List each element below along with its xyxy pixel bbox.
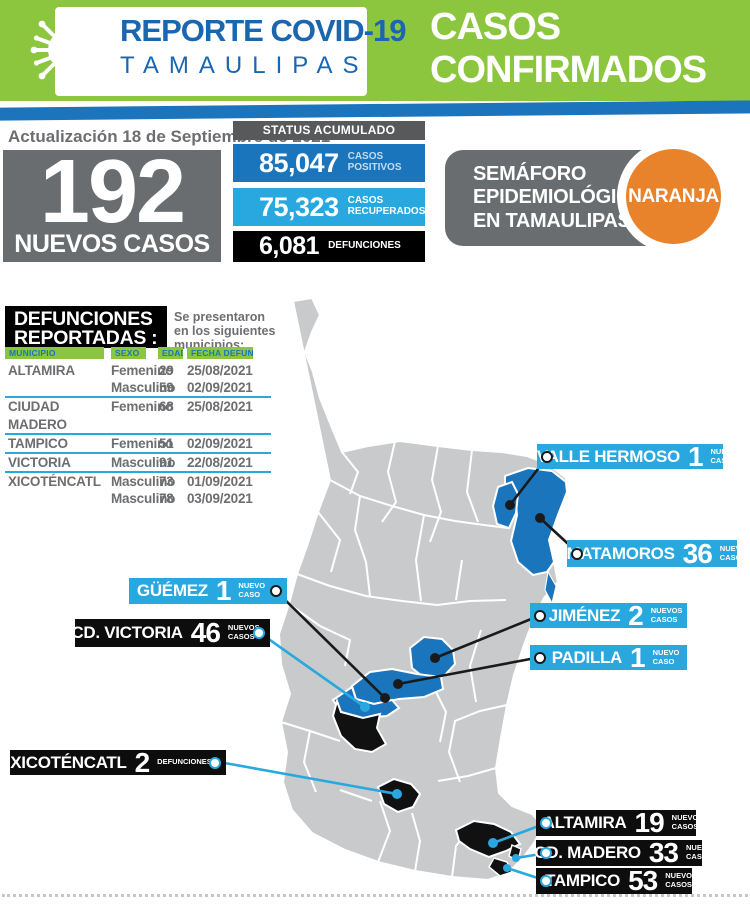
brand-line1: REPORTE COVID-19 — [120, 13, 406, 48]
connector-dot — [534, 609, 546, 622]
column-header-edad: EDAD — [158, 347, 183, 359]
bottom-dotted-divider — [2, 894, 748, 897]
column-header-municipio: MUNICIPIO — [5, 347, 104, 359]
brand-line2: TAMAULIPAS — [120, 52, 369, 79]
recovered-cases-label: CASOS RECUPERADOS — [347, 195, 426, 217]
semaforo-line1: SEMÁFORO — [473, 162, 587, 185]
table-row: Masculino 78 03/09/2021 — [111, 491, 253, 507]
connector-dot — [253, 627, 265, 639]
table-row: VICTORIA Masculino 91 22/08/2021 — [5, 452, 271, 471]
connector-jimenez — [434, 613, 542, 660]
connector-dot — [540, 875, 552, 887]
municipal-borders — [280, 440, 509, 878]
deaths-table-body: ALTAMIRA Femenino 29 25/08/2021 Masculin… — [5, 362, 271, 508]
callout-tampico: TAMPICO 53 NUEVOS CASOS — [536, 867, 697, 895]
brand-title-box — [55, 7, 367, 96]
connector-dot — [540, 847, 552, 859]
column-header-fecha: FECHA DEFUNCIÓN — [187, 347, 253, 359]
new-cases-label: NUEVOS CASOS — [14, 230, 210, 258]
connector-xicotencatl — [218, 760, 398, 796]
deaths-label: DEFUNCIONES — [328, 240, 401, 252]
callout-matamoros: MATAMOROS 36 NUEVOS CASOS — [566, 537, 750, 569]
brand-title: REPORTE COVID-19 TAMAULIPAS — [120, 13, 406, 84]
recovered-cases-value: 75,323 — [259, 191, 339, 222]
positive-cases-value: 85,047 — [259, 147, 339, 178]
page-title: CASOS CONFIRMADOS — [430, 6, 707, 91]
callout-padilla: PADILLA 1 NUEVO CASO — [530, 643, 687, 671]
table-row: TAMPICO Femenino 51 02/09/2021 — [5, 432, 271, 452]
new-cases-box: 192 NUEVOS CASOS — [3, 142, 221, 262]
connector-dot — [270, 585, 282, 597]
new-cases-value: 192 — [39, 142, 186, 242]
connector-padilla — [397, 655, 542, 686]
page-title-line1: CASOS — [430, 6, 561, 48]
connector-cd-victoria — [259, 631, 366, 709]
callout-cd-victoria: CD. VICTORIA 46 NUEVOS CASOS — [71, 619, 270, 647]
state-outline — [277, 296, 569, 882]
connector-dot — [209, 756, 221, 769]
status-deaths-bar: 6,081 DEFUNCIONES — [233, 231, 425, 262]
callout-cd-madero: CD. MADERO 33 NUEVOS CASOS — [534, 837, 718, 868]
deaths-reported-title: DEFUNCIONES REPORTADAS : 7 — [5, 306, 167, 367]
semaforo-level: NARANJA — [628, 185, 719, 207]
region-victoria — [331, 697, 388, 754]
connector-dot — [540, 817, 552, 829]
connector-dot — [534, 651, 546, 664]
page-title-line2: CONFIRMADOS — [430, 48, 707, 91]
map-dots — [360, 500, 545, 872]
connector-dot — [541, 450, 553, 463]
status-header: STATUS ACUMULADO — [233, 121, 425, 140]
semaforo-line2: EPIDEMIOLÓGICO — [473, 186, 646, 209]
status-recovered-bar: 75,323 CASOS RECUPERADOS — [233, 188, 425, 226]
callout-valle-hermoso: VALLE HERMOSO 1 NUEVO CASO — [536, 440, 738, 472]
callout-xicotencatl: XICOTÉNCATL 2 DEFUNCIONES — [10, 748, 226, 776]
table-row: ALTAMIRA Femenino 29 25/08/2021 — [8, 363, 253, 378]
deaths-value: 6,081 — [259, 232, 320, 260]
column-header-sexo: SEXO — [111, 347, 146, 359]
status-positive-bar: 85,047 CASOS POSITIVOS — [233, 144, 425, 182]
connector-guemez — [275, 590, 386, 699]
callout-altamira: ALTAMIRA 19 NUEVOS CASOS — [536, 809, 703, 837]
connector-dot — [571, 547, 583, 560]
positive-cases-label: CASOS POSITIVOS — [347, 151, 402, 173]
semaforo-line3: EN TAMAULIPAS — [473, 209, 631, 232]
table-row: CIUDAD MADERO Femenino 68 25/08/2021 — [5, 396, 271, 432]
table-row: Masculino 59 02/09/2021 — [111, 380, 253, 396]
table-row: XICOTÉNCATL Masculino 73 01/09/2021 — [5, 471, 271, 490]
callout-jimenez: JIMÉNEZ 2 NUEVOS CASOS — [530, 601, 687, 629]
virus-icon — [30, 12, 88, 88]
semaforo-level-badge: NARANJA — [617, 140, 730, 253]
callout-guemez: GÜÉMEZ 1 NUEVO CASO — [129, 577, 287, 605]
